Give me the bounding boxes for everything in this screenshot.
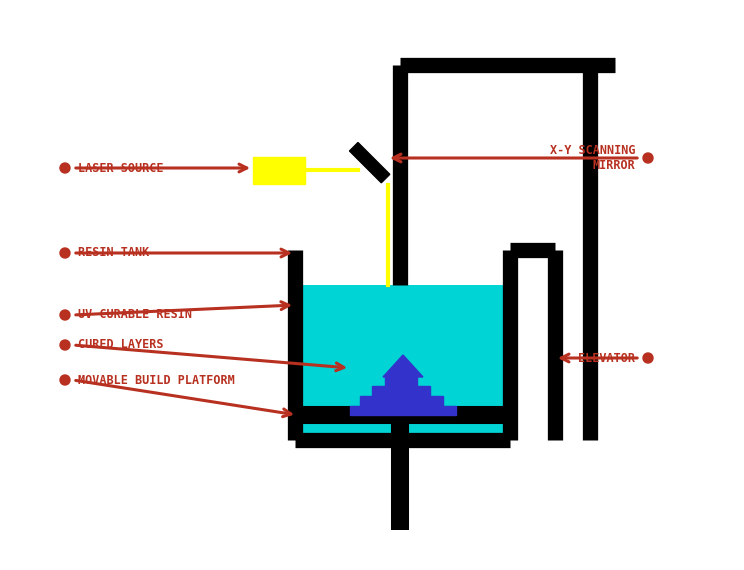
Bar [360, 396, 443, 406]
Text: ELEVATOR: ELEVATOR [578, 352, 635, 364]
Circle shape [643, 353, 653, 363]
Text: UV CURABLE RESIN: UV CURABLE RESIN [78, 308, 192, 321]
Circle shape [60, 163, 70, 173]
Bar [385, 377, 417, 386]
Bar [300, 285, 504, 435]
Bar [350, 142, 390, 183]
Circle shape [60, 310, 70, 320]
Text: LASER SOURCE: LASER SOURCE [78, 161, 164, 174]
Circle shape [643, 153, 653, 163]
Circle shape [60, 248, 70, 258]
Polygon shape [383, 355, 423, 377]
Circle shape [60, 375, 70, 385]
Text: RESIN TANK: RESIN TANK [78, 246, 150, 259]
Bar [253, 157, 305, 184]
Text: MOVABLE BUILD PLATFORM: MOVABLE BUILD PLATFORM [78, 373, 235, 386]
Text: X-Y SCANNING
MIRROR: X-Y SCANNING MIRROR [550, 144, 635, 172]
Circle shape [60, 340, 70, 350]
Bar [350, 406, 456, 415]
Bar [372, 386, 430, 396]
Text: CURED LAYERS: CURED LAYERS [78, 339, 164, 352]
